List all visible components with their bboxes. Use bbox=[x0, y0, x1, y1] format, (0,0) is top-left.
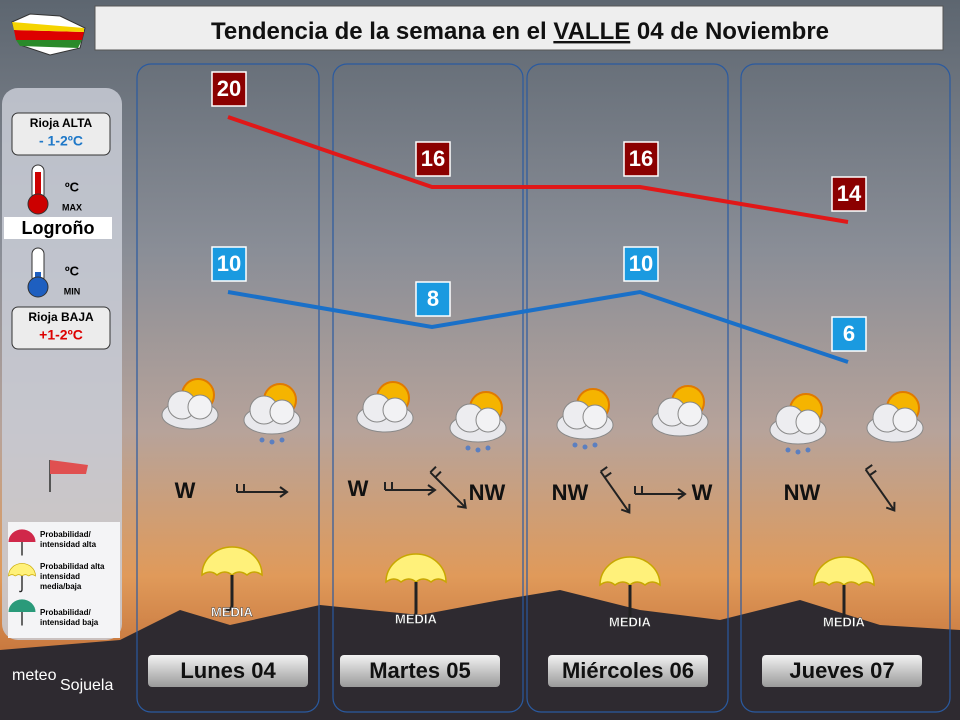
rioja-alta-label: Rioja ALTA bbox=[30, 116, 93, 130]
min-label: MIN bbox=[64, 286, 81, 296]
wind-dir: W bbox=[175, 478, 196, 503]
title-bar bbox=[94, 5, 944, 51]
temp-label-min: 10 bbox=[629, 251, 653, 276]
rain-label: MEDIA bbox=[211, 604, 254, 619]
day-label-box bbox=[762, 655, 922, 687]
temp-label-min: 10 bbox=[217, 251, 241, 276]
legend-item: Probabilidad/ intensidad alta bbox=[40, 530, 97, 549]
temp-line-max bbox=[227, 115, 849, 224]
rioja-alta-value: - 1-2ºC bbox=[39, 133, 83, 149]
logo bbox=[11, 13, 86, 56]
brand-meteo: meteo bbox=[12, 667, 57, 684]
max-label: MAX bbox=[62, 202, 82, 212]
temp-box-min bbox=[211, 246, 247, 282]
wind-dir: NW bbox=[784, 480, 821, 505]
unit-min: ºC bbox=[65, 263, 80, 278]
temp-box-max bbox=[831, 176, 867, 212]
legend-item: Probabilidad alta intensidad media/baja bbox=[40, 562, 105, 591]
temp-box-max bbox=[211, 71, 247, 107]
day-name: Miércoles 06 bbox=[562, 658, 694, 683]
temp-label-min: 8 bbox=[427, 286, 439, 311]
umbrella-red bbox=[8, 529, 36, 556]
unit-max: ºC bbox=[65, 179, 80, 194]
wind-dir: NW bbox=[469, 480, 506, 505]
windsock bbox=[49, 460, 88, 492]
temp-label-max: 16 bbox=[421, 146, 445, 171]
day-name: Jueves 07 bbox=[789, 658, 894, 683]
temp-box-min bbox=[415, 281, 451, 317]
wind-dir: W bbox=[692, 480, 713, 505]
rioja-baja-value: +1-2ºC bbox=[39, 327, 83, 343]
temp-label-max: 16 bbox=[629, 146, 653, 171]
legend-text: Probabilidad/ intensidad baja bbox=[40, 608, 99, 627]
temp-box-min bbox=[831, 316, 867, 352]
day-label-box bbox=[148, 655, 308, 687]
city-box bbox=[4, 217, 112, 239]
temp-label-min: 6 bbox=[843, 321, 855, 346]
rain-label: MEDIA bbox=[395, 611, 438, 626]
rioja-alta-box bbox=[11, 112, 111, 156]
rioja-baja-label: Rioja BAJA bbox=[28, 310, 94, 324]
day-label-box bbox=[340, 655, 500, 687]
wind-dir: NW bbox=[552, 480, 589, 505]
temp-line-min bbox=[227, 289, 849, 364]
rain-label: MEDIA bbox=[609, 614, 652, 629]
temp-box-max bbox=[415, 141, 451, 177]
city: Logroño bbox=[22, 218, 95, 238]
temp-label-max: 14 bbox=[837, 181, 862, 206]
title-prefix: Tendencia de la semana en el bbox=[211, 18, 547, 45]
day-name: Lunes 04 bbox=[180, 658, 276, 683]
title: Tendencia de la semana en el VALLE 04 de… bbox=[211, 18, 829, 45]
temp-box-max bbox=[623, 141, 659, 177]
wind-dir: W bbox=[348, 476, 369, 501]
title-suffix: 04 de Noviembre bbox=[637, 18, 829, 45]
thermometer-max bbox=[27, 164, 49, 215]
day-name: Martes 05 bbox=[369, 658, 471, 683]
umbrella-green bbox=[8, 599, 36, 626]
thermometer-min bbox=[27, 247, 49, 298]
rain-label: MEDIA bbox=[823, 614, 866, 629]
legend-item: Probabilidad/ intensidad baja bbox=[40, 608, 99, 627]
day-label-box bbox=[548, 655, 708, 687]
legend-text: Probabilidad/ intensidad alta bbox=[40, 530, 97, 549]
temp-box-min bbox=[623, 246, 659, 282]
brand-sojuela: Sojuela bbox=[60, 677, 113, 694]
title-highlight: VALLE bbox=[553, 18, 630, 45]
day-panels bbox=[136, 63, 951, 713]
rioja-baja-box bbox=[11, 306, 111, 350]
legend-text: Probabilidad alta intensidad media/baja bbox=[40, 562, 105, 591]
temp-label-max: 20 bbox=[217, 76, 241, 101]
